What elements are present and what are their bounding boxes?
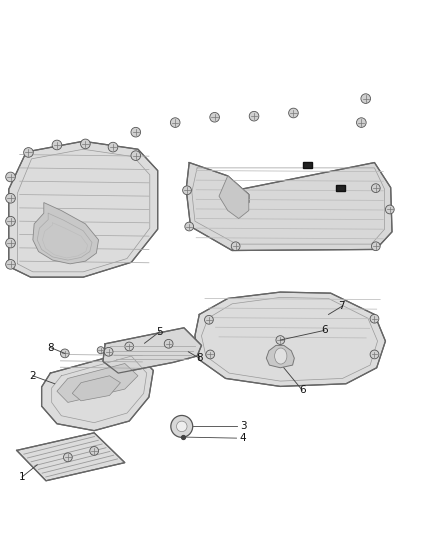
Circle shape: [371, 242, 380, 251]
Circle shape: [90, 447, 99, 455]
Circle shape: [6, 193, 15, 203]
Text: 4: 4: [240, 433, 247, 443]
Polygon shape: [9, 141, 158, 277]
Circle shape: [6, 172, 15, 182]
Text: 7: 7: [338, 302, 345, 311]
Circle shape: [164, 340, 173, 348]
Circle shape: [183, 186, 191, 195]
Polygon shape: [72, 376, 120, 401]
Text: 2: 2: [29, 371, 36, 381]
Text: 1: 1: [18, 472, 25, 482]
Circle shape: [52, 140, 62, 150]
Circle shape: [6, 216, 15, 226]
Circle shape: [131, 151, 141, 160]
Ellipse shape: [275, 348, 287, 364]
Circle shape: [108, 142, 118, 152]
Circle shape: [60, 349, 69, 358]
Circle shape: [357, 118, 366, 127]
Circle shape: [210, 112, 219, 122]
Bar: [336, 184, 345, 191]
Polygon shape: [266, 345, 294, 368]
Text: 3: 3: [240, 422, 247, 431]
Text: 6: 6: [299, 385, 306, 395]
Bar: [303, 162, 311, 168]
Circle shape: [104, 348, 113, 356]
Circle shape: [170, 118, 180, 127]
Circle shape: [385, 205, 394, 214]
Polygon shape: [57, 364, 138, 402]
Circle shape: [6, 238, 15, 248]
Circle shape: [289, 108, 298, 118]
Circle shape: [370, 314, 379, 323]
Polygon shape: [103, 328, 201, 373]
Circle shape: [185, 222, 194, 231]
Circle shape: [6, 260, 15, 269]
Circle shape: [361, 94, 371, 103]
Text: 8: 8: [196, 353, 203, 363]
Circle shape: [206, 350, 215, 359]
Circle shape: [231, 242, 240, 251]
Circle shape: [249, 111, 259, 121]
Circle shape: [64, 453, 72, 462]
Circle shape: [371, 184, 380, 192]
Circle shape: [370, 350, 379, 359]
Text: 8: 8: [47, 343, 54, 352]
Text: 5: 5: [156, 327, 163, 336]
Circle shape: [131, 127, 141, 137]
Circle shape: [81, 139, 90, 149]
Polygon shape: [42, 350, 153, 431]
Circle shape: [97, 346, 104, 354]
Circle shape: [125, 342, 134, 351]
Polygon shape: [186, 163, 392, 251]
Polygon shape: [17, 433, 125, 481]
Circle shape: [171, 415, 193, 438]
Circle shape: [205, 316, 213, 324]
Polygon shape: [219, 176, 249, 219]
Polygon shape: [33, 203, 99, 264]
Circle shape: [24, 148, 33, 157]
Text: 6: 6: [321, 326, 328, 335]
Polygon shape: [195, 292, 385, 386]
Circle shape: [276, 336, 285, 344]
Circle shape: [177, 421, 187, 432]
